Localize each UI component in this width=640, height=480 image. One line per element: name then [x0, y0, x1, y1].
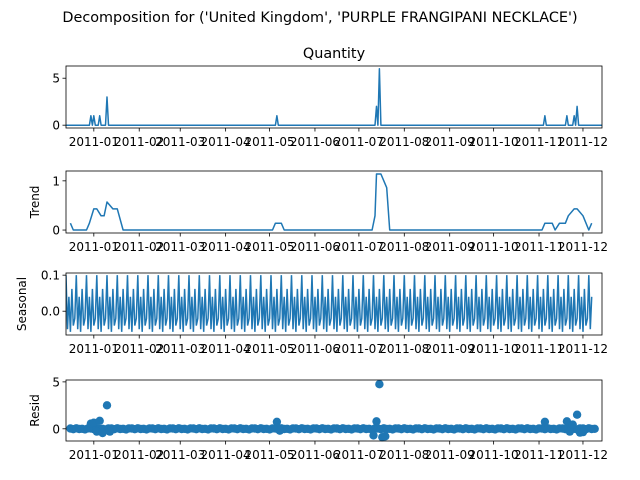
seasonal-ylabel: Seasonal: [15, 277, 29, 331]
resid-outlier-point: [105, 427, 115, 436]
x-tick-label: 2011-12: [558, 342, 608, 356]
x-tick-label: 2011-10: [469, 240, 519, 254]
x-tick-label: 2011-01: [69, 342, 119, 356]
x-tick-label: 2011-09: [425, 135, 475, 149]
x-tick-label: 2011-09: [425, 240, 475, 254]
x-tick-label: 2011-09: [425, 448, 475, 462]
x-tick-label: 2011-06: [290, 448, 340, 462]
y-tick-label: 0: [52, 224, 60, 238]
resid-outlier-point: [375, 380, 384, 389]
y-tick-label: 0.0: [41, 305, 60, 319]
x-tick-label: 2011-12: [558, 135, 608, 149]
resid-outlier-point: [272, 417, 282, 426]
x-tick-label: 2011-06: [290, 135, 340, 149]
x-tick-label: 2011-05: [244, 240, 294, 254]
x-tick-label: 2011-06: [290, 240, 340, 254]
y-tick-label: 1: [52, 174, 60, 188]
x-tick-label: 2011-07: [334, 135, 384, 149]
x-tick-label: 2011-11: [514, 342, 564, 356]
x-tick-label: 2011-07: [334, 240, 384, 254]
x-tick-label: 2011-05: [244, 135, 294, 149]
resid-outlier-point: [102, 401, 112, 410]
x-tick-label: 2011-01: [69, 240, 119, 254]
x-tick-label: 2011-10: [469, 135, 519, 149]
seasonal-panel: 0.00.12011-012011-022011-032011-042011-0…: [15, 269, 608, 356]
y-tick-label: 0: [52, 422, 60, 436]
x-tick-label: 2011-03: [155, 448, 205, 462]
x-tick-label: 2011-02: [114, 240, 164, 254]
seasonal-series-line: [66, 275, 593, 332]
x-tick-label: 2011-02: [114, 448, 164, 462]
x-tick-label: 2011-08: [379, 448, 429, 462]
y-tick-label: 5: [52, 72, 60, 86]
resid-point: [590, 424, 599, 433]
trend-panel: 012011-012011-022011-032011-042011-05201…: [28, 170, 608, 254]
resid-outlier-point: [275, 426, 284, 435]
x-tick-label: 2011-12: [558, 240, 608, 254]
resid-outlier-point: [578, 427, 588, 437]
x-tick-label: 2011-04: [201, 448, 251, 462]
x-tick-label: 2011-01: [69, 448, 119, 462]
x-tick-label: 2011-03: [155, 240, 205, 254]
resid-outlier-point: [568, 420, 577, 429]
x-tick-label: 2011-11: [514, 240, 564, 254]
x-tick-label: 2011-04: [201, 135, 251, 149]
x-tick-label: 2011-12: [558, 448, 608, 462]
y-tick-label: 5: [52, 375, 60, 389]
y-tick-label: 0.1: [41, 269, 60, 283]
resid-outlier-point: [540, 417, 550, 426]
x-tick-label: 2011-06: [290, 342, 340, 356]
x-tick-label: 2011-09: [425, 342, 475, 356]
resid-outlier-point: [565, 427, 574, 436]
trend-axes-frame: [65, 170, 603, 234]
trend-ylabel: Trend: [28, 186, 42, 220]
resid-ylabel: Resid: [28, 394, 42, 426]
resid-outlier-point: [369, 431, 378, 440]
quantity-series-line: [66, 68, 602, 126]
x-tick-label: 2011-10: [469, 342, 519, 356]
y-tick-label: 0: [52, 119, 60, 133]
x-tick-label: 2011-11: [514, 448, 564, 462]
quantity-title: Quantity: [303, 46, 366, 62]
x-tick-label: 2011-02: [114, 135, 164, 149]
x-tick-label: 2011-10: [469, 448, 519, 462]
x-tick-label: 2011-08: [379, 240, 429, 254]
figure-suptitle: Decomposition for ('United Kingdom', 'PU…: [62, 10, 577, 26]
seasonal-axes-frame: [65, 272, 603, 336]
x-tick-label: 2011-03: [155, 342, 205, 356]
quantity-axes-frame: [65, 65, 603, 129]
x-tick-label: 2011-08: [379, 135, 429, 149]
x-tick-label: 2011-02: [114, 342, 164, 356]
resid-panel: 052011-012011-022011-032011-042011-05201…: [28, 375, 608, 462]
resid-axes-frame: [65, 379, 603, 442]
resid-outlier-point: [381, 432, 390, 441]
x-tick-label: 2011-07: [334, 448, 384, 462]
x-tick-label: 2011-07: [334, 342, 384, 356]
x-tick-label: 2011-08: [379, 342, 429, 356]
x-tick-label: 2011-04: [201, 240, 251, 254]
x-tick-label: 2011-05: [244, 448, 294, 462]
resid-outlier-point: [98, 428, 107, 438]
resid-outlier-point: [372, 417, 381, 426]
trend-series-line: [69, 173, 593, 231]
x-tick-label: 2011-04: [201, 342, 251, 356]
resid-outlier-point: [572, 410, 582, 419]
x-tick-label: 2011-03: [155, 135, 205, 149]
quantity-panel: 052011-012011-022011-032011-042011-05201…: [52, 46, 608, 149]
resid-outlier-point: [95, 416, 104, 425]
x-tick-label: 2011-05: [244, 342, 294, 356]
x-tick-label: 2011-11: [514, 135, 564, 149]
x-tick-label: 2011-01: [69, 135, 119, 149]
